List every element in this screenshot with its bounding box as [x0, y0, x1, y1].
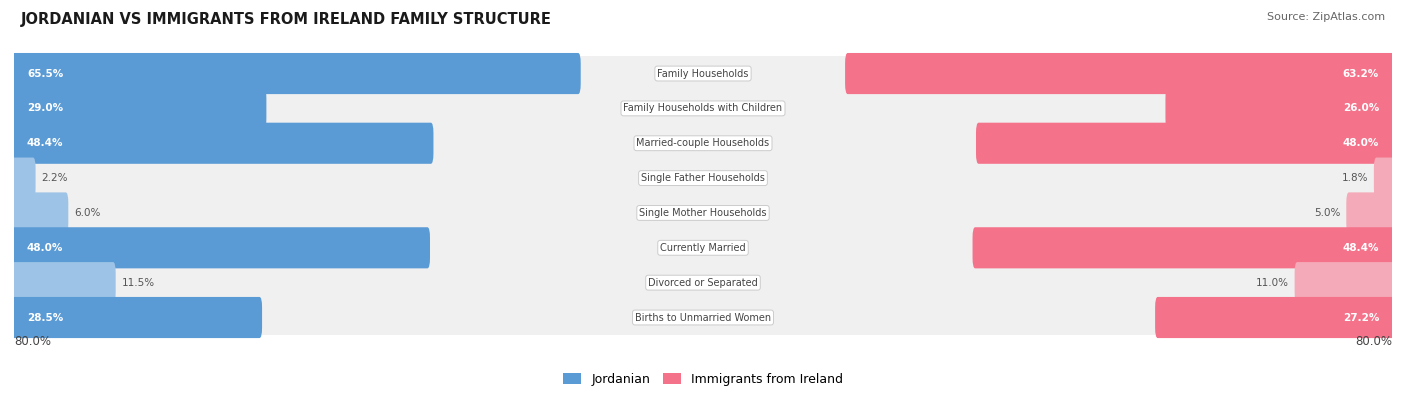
Text: 1.8%: 1.8%	[1341, 173, 1368, 183]
FancyBboxPatch shape	[845, 53, 1395, 94]
Text: Married-couple Households: Married-couple Households	[637, 138, 769, 148]
Legend: Jordanian, Immigrants from Ireland: Jordanian, Immigrants from Ireland	[558, 368, 848, 391]
Text: 80.0%: 80.0%	[14, 335, 51, 348]
FancyBboxPatch shape	[1295, 262, 1395, 303]
Text: Single Mother Households: Single Mother Households	[640, 208, 766, 218]
FancyBboxPatch shape	[973, 227, 1395, 268]
Text: 48.4%: 48.4%	[1343, 243, 1379, 253]
Text: 48.0%: 48.0%	[27, 243, 63, 253]
Text: Single Father Households: Single Father Households	[641, 173, 765, 183]
Text: 63.2%: 63.2%	[1343, 69, 1379, 79]
FancyBboxPatch shape	[11, 297, 262, 338]
FancyBboxPatch shape	[6, 91, 1400, 126]
Text: 80.0%: 80.0%	[1355, 335, 1392, 348]
FancyBboxPatch shape	[6, 161, 1400, 196]
Text: Divorced or Separated: Divorced or Separated	[648, 278, 758, 288]
FancyBboxPatch shape	[1347, 192, 1395, 233]
Text: 65.5%: 65.5%	[27, 69, 63, 79]
Text: 6.0%: 6.0%	[75, 208, 101, 218]
FancyBboxPatch shape	[1156, 297, 1395, 338]
FancyBboxPatch shape	[1166, 88, 1395, 129]
FancyBboxPatch shape	[6, 56, 1400, 91]
FancyBboxPatch shape	[6, 265, 1400, 300]
Text: 28.5%: 28.5%	[27, 312, 63, 322]
Text: 11.5%: 11.5%	[122, 278, 155, 288]
Text: Source: ZipAtlas.com: Source: ZipAtlas.com	[1267, 12, 1385, 22]
Text: 48.0%: 48.0%	[1343, 138, 1379, 148]
FancyBboxPatch shape	[11, 123, 433, 164]
Text: JORDANIAN VS IMMIGRANTS FROM IRELAND FAMILY STRUCTURE: JORDANIAN VS IMMIGRANTS FROM IRELAND FAM…	[21, 12, 553, 27]
Text: 2.2%: 2.2%	[42, 173, 67, 183]
FancyBboxPatch shape	[6, 230, 1400, 265]
FancyBboxPatch shape	[11, 262, 115, 303]
FancyBboxPatch shape	[976, 123, 1395, 164]
Text: 5.0%: 5.0%	[1313, 208, 1340, 218]
Text: Family Households: Family Households	[658, 69, 748, 79]
FancyBboxPatch shape	[1374, 158, 1395, 199]
Text: 11.0%: 11.0%	[1256, 278, 1289, 288]
FancyBboxPatch shape	[6, 300, 1400, 335]
FancyBboxPatch shape	[11, 88, 266, 129]
FancyBboxPatch shape	[6, 196, 1400, 230]
FancyBboxPatch shape	[11, 227, 430, 268]
FancyBboxPatch shape	[11, 158, 35, 199]
FancyBboxPatch shape	[11, 53, 581, 94]
FancyBboxPatch shape	[11, 192, 69, 233]
Text: 27.2%: 27.2%	[1343, 312, 1379, 322]
Text: 29.0%: 29.0%	[27, 103, 63, 113]
Text: Births to Unmarried Women: Births to Unmarried Women	[636, 312, 770, 322]
FancyBboxPatch shape	[6, 126, 1400, 161]
Text: 26.0%: 26.0%	[1343, 103, 1379, 113]
Text: Family Households with Children: Family Households with Children	[623, 103, 783, 113]
Text: 48.4%: 48.4%	[27, 138, 63, 148]
Text: Currently Married: Currently Married	[661, 243, 745, 253]
